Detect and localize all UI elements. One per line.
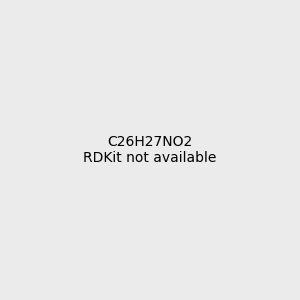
Text: C26H27NO2
RDKit not available: C26H27NO2 RDKit not available (83, 135, 217, 165)
